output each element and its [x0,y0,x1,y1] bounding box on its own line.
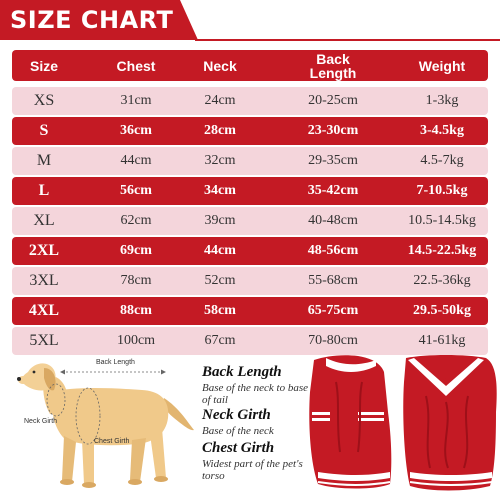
size-cell: 5XL [29,332,59,349]
back-length-cell: 70-80cm [308,333,358,348]
back-length-cell: 40-48cm [308,213,358,228]
title-banner [0,0,198,40]
dog-label-back-length: Back Length [96,359,135,366]
chest-cell: 36cm [120,123,152,138]
weight-cell: 29.5-50kg [413,303,471,318]
size-cell: 4XL [28,302,60,319]
table-row: 4XL 88cm 58cm 65-75cm 29.5-50kg [12,297,488,325]
chest-cell: 44cm [120,153,152,168]
neck-cell: 52cm [204,273,236,288]
table-row: XS 31cm 24cm 20-25cm 1-3kg [12,87,488,115]
chest-girth-description: Widest part of the pet's torso [202,458,303,482]
size-cell: S [39,122,49,139]
header-neck: Neck [203,57,237,74]
table-row: XL 62cm 39cm 40-48cm 10.5-14.5kg [12,207,488,235]
chest-girth-title: Chest Girth [202,440,275,456]
golden-retriever-illustration [17,363,194,488]
header-size: Size [29,57,58,74]
chest-cell: 62cm [120,213,152,228]
size-cell: 2XL [28,242,60,259]
neck-cell: 24cm [204,93,236,108]
chest-cell: 56cm [120,183,152,198]
sweater-photos [306,352,500,495]
back-length-cell: 29-35cm [308,153,358,168]
table-row: 5XL 100cm 67cm 70-80cm 41-61kg [12,327,488,355]
weight-cell: 7-10.5kg [416,183,468,198]
size-cell: 3XL [29,272,59,289]
table-header: Size Chest Neck Back Length Weight [12,50,488,81]
dog-label-chest-girth: Chest Girth [94,438,130,445]
weight-cell: 10.5-14.5kg [408,213,476,228]
size-cell: L [38,182,50,199]
chest-cell: 31cm [120,93,152,108]
chest-cell: 78cm [120,273,152,288]
back-length-title: Back Length [202,364,282,380]
table-row: L 56cm 34cm 35-42cm 7-10.5kg [12,177,488,205]
weight-cell: 4.5-7kg [420,153,464,168]
weight-cell: 41-61kg [418,333,466,348]
neck-cell: 44cm [204,243,236,258]
chest-cell: 69cm [120,243,152,258]
table-row: 2XL 69cm 44cm 48-56cm 14.5-22.5kg [12,237,488,265]
dog-measurement-diagram: Back Length Neck Girth Chest Girth [14,358,200,492]
neck-cell: 34cm [204,183,236,198]
header-weight: Weight [418,57,466,74]
chest-cell: 88cm [120,303,152,318]
back-length-cell: 23-30cm [307,123,359,138]
back-length-cell: 55-68cm [308,273,358,288]
back-length-cell: 35-42cm [307,183,359,198]
back-length-description: Base of the neck to base of tail [202,382,308,406]
back-length-cell: 65-75cm [307,303,359,318]
size-cell: XL [33,212,55,229]
neck-girth-description: Base of the neck [202,425,274,437]
neck-cell: 67cm [204,333,236,348]
neck-girth-title: Neck Girth [202,407,271,423]
table-row: 3XL 78cm 52cm 55-68cm 22.5-36kg [12,267,488,295]
back-length-cell: 48-56cm [307,243,359,258]
neck-cell: 28cm [204,123,236,138]
size-cell: XS [33,92,55,109]
sweater-front [309,355,392,489]
table-row: M 44cm 32cm 29-35cm 4.5-7kg [12,147,488,175]
chest-cell: 100cm [116,333,156,348]
neck-cell: 39cm [204,213,236,228]
neck-cell: 32cm [204,153,236,168]
table-row: S 36cm 28cm 23-30cm 3-4.5kg [12,117,488,145]
weight-cell: 14.5-22.5kg [407,243,477,258]
weight-cell: 22.5-36kg [413,273,471,288]
dog-label-neck-girth: Neck Girth [24,418,58,425]
page-title: SIZE CHART [10,6,174,34]
header-chest: Chest [116,57,156,74]
sweater-back [403,355,497,491]
back-length-cell: 20-25cm [308,93,358,108]
weight-cell: 1-3kg [425,93,459,108]
red-sweater-illustration [309,355,497,491]
title-underline [195,39,500,41]
weight-cell: 3-4.5kg [420,123,464,138]
header-back-length: Back Length [309,50,357,81]
size-cell: M [36,152,52,169]
neck-cell: 58cm [204,303,236,318]
